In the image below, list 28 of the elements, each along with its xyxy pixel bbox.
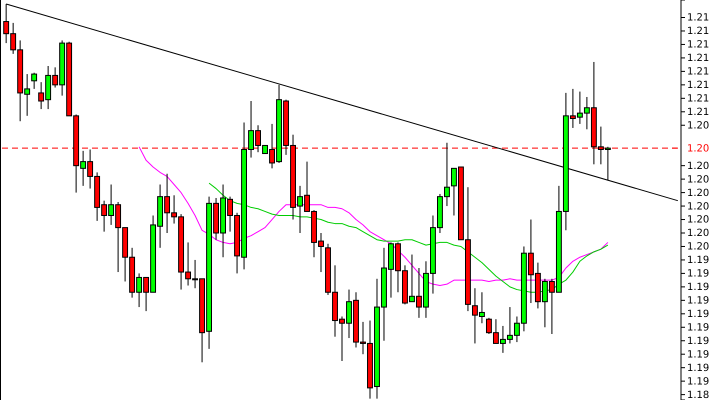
y-tick-label: 1.19 (687, 376, 710, 388)
y-tick-label: 1.19 (687, 336, 710, 347)
y-tick-label: 1.21 (687, 106, 710, 118)
y-tick-label: 1.21 (687, 94, 710, 105)
y-tick-label: 1.19 (687, 255, 710, 266)
y-tick-label: 1.20 (687, 228, 710, 240)
y-tick-label: 1.19 (687, 296, 710, 307)
candlestick (31, 72, 38, 90)
y-tick-label: 1.20 (687, 120, 710, 132)
y-tick-label: 1.19 (687, 322, 710, 334)
y-tick-label: 1.18 (687, 390, 710, 400)
y-tick-label: 1.19 (687, 349, 710, 360)
y-tick-label: 1.19 (687, 309, 710, 320)
y-tick-label: 1.20 (687, 201, 710, 212)
y-tick-label: 1.21 (687, 40, 710, 51)
y-tick-label: 1.19 (687, 282, 710, 294)
y-tick-label: 1.20 (687, 174, 710, 186)
y-tick-label: 1.21 (687, 66, 710, 78)
y-tick-label: 1.20 (687, 214, 710, 226)
y-tick-label: 1.21 (687, 12, 710, 24)
y-tick-label: 1.20 (687, 160, 710, 172)
y-tick-label: 1.20 (687, 188, 710, 199)
y-tick-label: 1.20 (687, 242, 710, 253)
y-tick-label: 1.21 (687, 80, 710, 92)
y-tick-label: 1.19 (687, 268, 710, 280)
y-tick-label: 1.21 (687, 53, 710, 64)
y-tick-label: 1.19 (687, 362, 710, 374)
y-tick-label: 1.21 (687, 26, 710, 38)
